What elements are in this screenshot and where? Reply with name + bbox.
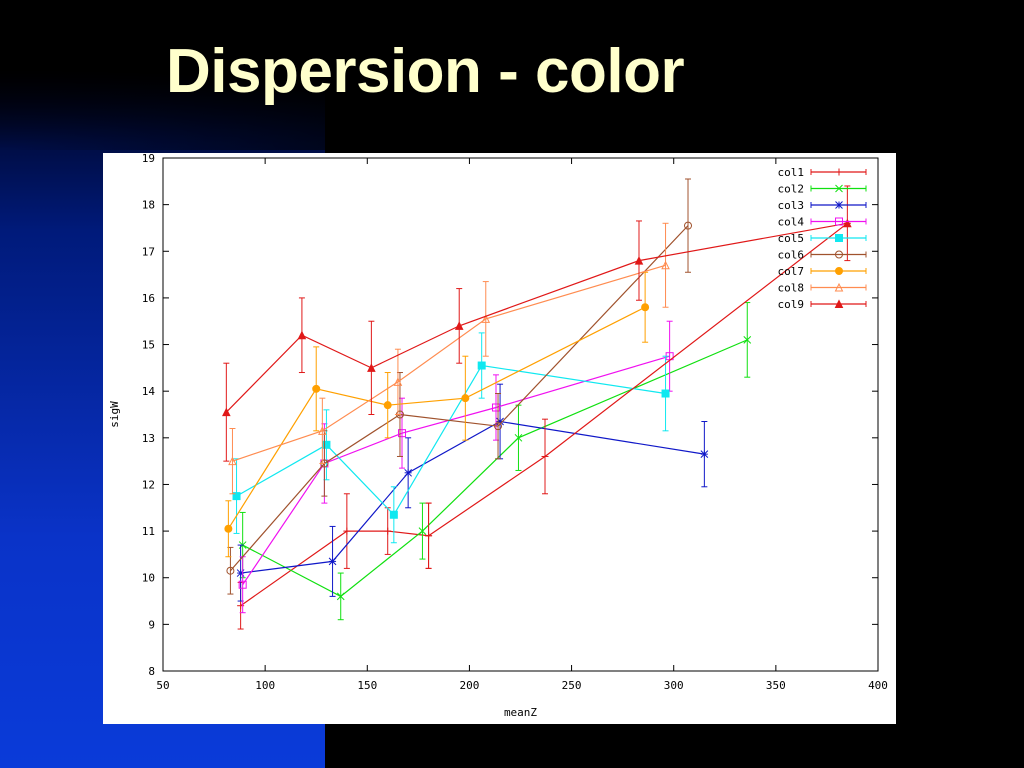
series-col2 [238,302,752,621]
y-tick-label: 9 [148,618,155,631]
marker-square-filled [477,361,486,370]
y-tick-label: 19 [142,153,155,165]
marker-square [835,217,843,226]
marker-star [835,201,843,209]
legend-label: col9 [778,298,805,311]
series-line [225,222,848,413]
legend-label: col5 [778,232,805,245]
marker-triangle-filled [454,321,464,330]
series-col5 [232,332,670,544]
marker-triangle-filled [222,407,231,417]
marker-circle-filled [461,394,470,403]
marker-square [398,429,407,438]
series-col8 [228,222,670,495]
y-tick-label: 13 [142,432,155,445]
marker-triangle [228,456,237,466]
series-col4 [238,320,674,614]
legend: col1 col2 col3 col4 col5 col6 col7 col8 col9 [778,166,867,311]
y-tick-label: 18 [142,199,155,212]
marker-triangle [318,426,327,435]
marker-triangle [834,282,844,292]
x-tick-label: 200 [459,679,479,692]
series-line [232,264,666,462]
marker-star [700,450,709,458]
marker-square-filled [661,389,670,398]
marker-circle [226,566,235,575]
legend-label: col4 [778,216,805,229]
series-col9 [222,185,852,462]
marker-x [418,527,427,535]
x-tick-label: 50 [156,679,169,692]
marker-triangle [661,260,670,270]
x-tick-label: 150 [357,679,377,692]
dispersion-chart: 50 100 150 200 250 300 350 400 8 9 10 11 12 13 14 15 16 1… [108,153,888,719]
marker-x [835,184,843,193]
legend-label: col8 [778,282,805,295]
legend-label: col3 [778,199,805,212]
y-tick-label: 12 [142,478,155,491]
marker-triangle [393,377,403,386]
chart-panel: 50 100 150 200 250 300 350 400 8 9 10 11 12 13 14 15 16 1… [103,153,896,724]
marker-x [336,592,345,601]
marker-square-filled [232,492,241,501]
slide-background-shade [0,0,1024,150]
marker-triangle-filled [297,330,307,340]
series-col3 [236,383,709,602]
marker-circle [494,422,503,431]
y-tick-label: 16 [142,292,155,305]
x-tick-label: 250 [562,679,582,692]
marker-circle-filled [641,303,650,312]
legend-label: col6 [778,249,805,262]
y-tick-label: 14 [142,385,156,398]
series-col7 [224,271,650,558]
x-tick-label: 100 [255,679,275,692]
y-axis-label: sigW [108,401,121,428]
legend-label: col2 [778,183,805,196]
marker-square [491,403,500,412]
marker-circle [835,250,843,259]
marker-triangle-filled [367,363,376,372]
marker-circle [684,221,693,230]
y-tick-label: 15 [142,339,155,352]
plot-frame [162,157,879,672]
legend-label: col1 [778,166,805,179]
legend-label: col7 [778,265,805,278]
marker-square [238,580,247,589]
marker-square-filled [835,234,843,242]
marker-circle-filled [835,267,843,275]
marker-circle-filled [312,384,321,393]
series-line [236,364,666,516]
marker-triangle-filled [834,299,844,308]
y-tick-label: 11 [142,525,155,538]
y-tick-label: 17 [142,245,155,258]
marker-circle-filled [383,401,392,410]
x-tick-label: 300 [664,679,684,692]
axes: 50 100 150 200 250 300 350 400 8 9 10 11 12 13 14 15 16 1… [108,153,888,719]
marker-triangle-filled [634,255,644,265]
marker-triangle [481,314,491,323]
series-segment-9 [425,219,851,569]
slide-title: Dispersion - color [166,37,685,106]
marker-star [404,468,412,477]
x-tick-label: 350 [766,679,786,692]
series-line [240,530,429,607]
marker-circle-filled [224,524,233,533]
x-tick-label: 400 [868,679,888,692]
x-axis-label: meanZ [504,706,537,719]
marker-x [743,336,752,344]
y-tick-label: 8 [148,665,155,678]
series-line [242,339,748,598]
series-line [242,355,670,586]
series-line [227,306,646,530]
marker-star [328,557,337,566]
series-line [240,420,705,574]
y-tick-label: 10 [142,572,155,585]
series-layer [222,178,852,630]
marker-square-filled [322,440,331,449]
marker-square-filled [389,510,398,519]
marker-x [514,433,523,442]
